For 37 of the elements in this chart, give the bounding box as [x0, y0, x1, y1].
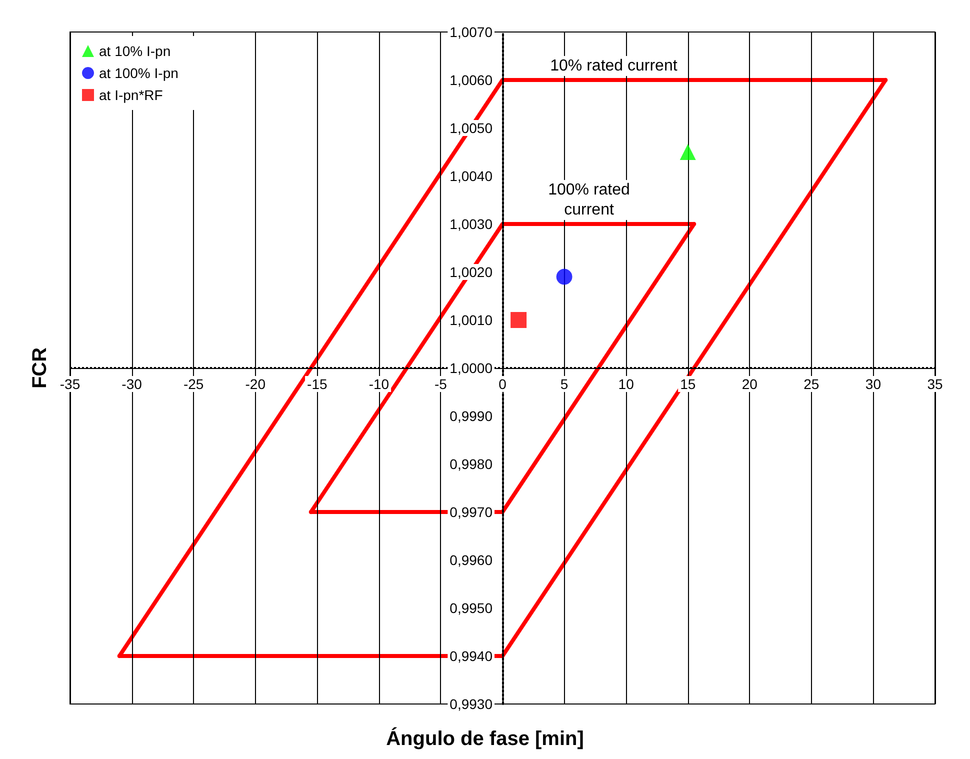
y-tick-label: 1,0050 [450, 120, 493, 136]
y-tick-label: 0,9930 [450, 696, 493, 712]
x-tick-label: 0 [498, 376, 507, 392]
y-tick-label: 1,0010 [450, 312, 493, 328]
x-tick-label: -35 [60, 376, 80, 392]
y-tick-label: 1,0020 [450, 264, 493, 280]
y-tick-label: 0,9990 [450, 408, 493, 424]
legend-label: at 100% I-pn [99, 65, 178, 81]
x-axis-title: Ángulo de fase [min] [386, 727, 584, 750]
x-tick-label: -10 [368, 376, 390, 392]
y-tick-label: 0,9970 [450, 504, 493, 520]
x-tick-label: 30 [865, 376, 882, 392]
y-tick-label: 0,9940 [450, 648, 493, 664]
x-tick-label: 15 [680, 376, 696, 392]
y-tick-label: 1,0060 [450, 72, 493, 88]
x-tick-label: 25 [804, 376, 820, 392]
x-tick-label: -5 [434, 376, 448, 392]
annotation: 100% rated current [548, 182, 630, 218]
y-tick-label: 1,0030 [450, 216, 493, 232]
x-tick-label: 5 [560, 376, 568, 392]
y-tick-label: 0,9960 [450, 552, 493, 568]
y-tick-label: 1,0000 [450, 360, 493, 376]
x-tick-label: 35 [927, 376, 943, 392]
legend-label: at 10% I-pn [99, 43, 171, 59]
x-tick-label: 20 [742, 376, 758, 392]
y-axis-title: FCR [29, 346, 51, 389]
y-tick-label: 0,9980 [450, 456, 493, 472]
x-tick-label: -20 [245, 376, 266, 392]
x-tick-label: -30 [122, 376, 142, 392]
x-tick-label: -25 [183, 376, 204, 392]
x-tick-label: 10 [618, 376, 634, 392]
y-tick-label: 1,0040 [450, 168, 493, 184]
y-tick-label: 0,9950 [450, 600, 493, 616]
legend-label: at I-pn*RF [99, 87, 163, 103]
annotation: 10% rated current [550, 58, 678, 74]
y-tick-label: 1,0070 [450, 24, 493, 40]
x-tick-label: -15 [307, 376, 328, 392]
